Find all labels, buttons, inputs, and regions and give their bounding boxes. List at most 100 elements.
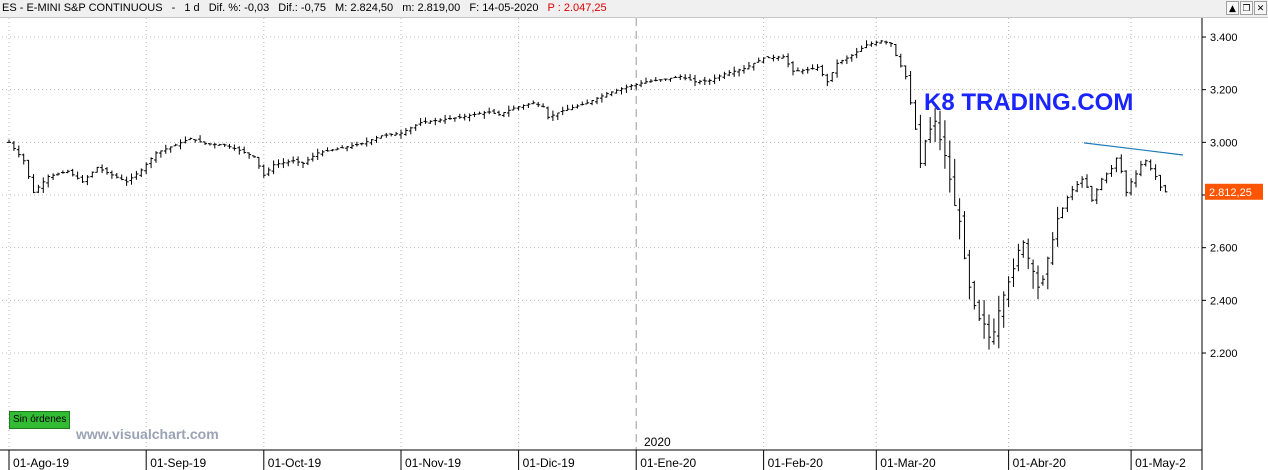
ohlc-bar bbox=[413, 124, 418, 131]
ohlc-bar bbox=[786, 53, 791, 68]
x-tick-label: 01-Oct-19 bbox=[268, 456, 322, 470]
ohlc-bar bbox=[913, 99, 918, 130]
ohlc-bar bbox=[139, 168, 144, 177]
ohlc-bar bbox=[158, 150, 163, 158]
ohlc-bar bbox=[585, 99, 590, 105]
ohlc-bar bbox=[51, 173, 56, 181]
ohlc-bar bbox=[933, 108, 938, 143]
scroll-up-button[interactable]: ▲ bbox=[1226, 1, 1239, 15]
ohlc-bar bbox=[1099, 177, 1104, 191]
ohlc-bar bbox=[276, 159, 281, 168]
price-chart[interactable]: 3.4003.2003.0002.8002.6002.4002.20001-Ag… bbox=[0, 18, 1268, 470]
trendline bbox=[1083, 142, 1184, 156]
price-label: P : 2.047,25 bbox=[547, 2, 607, 14]
y-tick-label: 2.200 bbox=[1210, 348, 1238, 360]
ohlc-bar bbox=[178, 139, 183, 150]
ohlc-bar bbox=[188, 137, 193, 141]
ohlc-bar bbox=[859, 45, 864, 52]
ohlc-bar bbox=[781, 54, 786, 59]
ohlc-bar bbox=[90, 171, 95, 178]
ohlc-bar bbox=[1138, 160, 1143, 177]
ohlc-bar bbox=[756, 57, 761, 63]
ohlc-bar bbox=[1158, 174, 1163, 192]
ohlc-bar bbox=[261, 164, 266, 178]
ohlc-bar bbox=[938, 110, 942, 151]
ohlc-bar bbox=[21, 153, 26, 165]
ohlc-bar bbox=[683, 74, 688, 81]
ohlc-bar bbox=[379, 135, 384, 139]
ohlc-bar bbox=[1109, 165, 1114, 177]
ohlc-bar bbox=[374, 135, 379, 143]
chart-background bbox=[0, 18, 1268, 470]
ohlc-bar bbox=[962, 211, 967, 260]
ohlc-bar bbox=[599, 93, 604, 103]
ohlc-bar bbox=[668, 77, 673, 82]
ohlc-bar bbox=[536, 101, 541, 107]
ohlc-bar bbox=[820, 64, 825, 77]
y-tick-label: 3.200 bbox=[1210, 85, 1238, 97]
ohlc-bar bbox=[614, 88, 619, 94]
close-button[interactable]: ✕ bbox=[1254, 1, 1267, 15]
ohlc-bar bbox=[795, 67, 800, 72]
ohlc-bar bbox=[918, 114, 923, 168]
ohlc-bar bbox=[521, 104, 526, 110]
ohlc-bar bbox=[737, 68, 742, 77]
ohlc-bar bbox=[1094, 188, 1099, 205]
y-tick-label: 2.400 bbox=[1210, 295, 1238, 307]
restore-button[interactable]: ❐ bbox=[1240, 1, 1253, 15]
ohlc-bar bbox=[972, 280, 977, 310]
timeframe-label: 1 d bbox=[184, 2, 200, 14]
ohlc-bar bbox=[457, 113, 462, 119]
ohlc-bar bbox=[570, 104, 575, 111]
ohlc-bar bbox=[908, 71, 913, 105]
ohlc-bar bbox=[639, 80, 644, 88]
ohlc-bar bbox=[237, 146, 242, 155]
ohlc-bar bbox=[722, 71, 727, 80]
ohlc-bar bbox=[693, 74, 697, 87]
ohlc-bar bbox=[335, 147, 340, 151]
x-tick-label: 01-Mar-20 bbox=[880, 456, 936, 470]
ohlc-bar bbox=[977, 299, 982, 321]
ohlc-bar bbox=[129, 173, 134, 185]
ohlc-bar bbox=[1153, 164, 1158, 181]
ohlc-bar bbox=[227, 143, 232, 149]
ohlc-bar bbox=[247, 152, 252, 159]
ohlc-bar bbox=[555, 112, 560, 121]
ohlc-bar bbox=[60, 170, 65, 174]
ohlc-bar bbox=[987, 314, 991, 350]
ohlc-bar bbox=[634, 83, 639, 90]
ohlc-bar bbox=[154, 151, 158, 163]
ohlc-bar bbox=[653, 77, 658, 82]
ohlc-bar bbox=[472, 111, 477, 118]
ohlc-bar bbox=[193, 139, 198, 143]
ohlc-bar bbox=[433, 117, 438, 126]
ohlc-bar bbox=[364, 137, 369, 147]
ohlc-bar bbox=[648, 79, 653, 83]
ohlc-bar bbox=[516, 106, 521, 111]
min-label: m: 2.819,00 bbox=[402, 2, 461, 14]
ohlc-bar bbox=[629, 84, 634, 91]
ohlc-bar bbox=[595, 97, 599, 105]
ohlc-bar bbox=[217, 143, 222, 146]
ohlc-bar bbox=[271, 160, 276, 175]
ohlc-bar bbox=[707, 78, 712, 85]
ohlc-bar bbox=[462, 113, 467, 121]
diff-pct-label: Dif. %: -0,03 bbox=[208, 2, 270, 14]
ohlc-bar bbox=[320, 150, 325, 157]
ohlc-bar bbox=[678, 74, 683, 80]
ohlc-bar bbox=[340, 145, 345, 149]
ohlc-bar bbox=[354, 141, 359, 147]
ohlc-bar bbox=[1143, 159, 1148, 167]
ohlc-bar bbox=[580, 101, 585, 106]
orders-badge[interactable]: Sin órdenes bbox=[9, 411, 71, 429]
ohlc-bar bbox=[85, 175, 90, 186]
ohlc-bar bbox=[864, 40, 869, 49]
ohlc-bar bbox=[742, 65, 746, 74]
ohlc-bar bbox=[1031, 259, 1036, 289]
ohlc-bar bbox=[75, 171, 80, 180]
x-tick-label: 01-Feb-20 bbox=[768, 456, 824, 470]
ohlc-bar bbox=[222, 143, 227, 147]
ohlc-bar bbox=[609, 91, 614, 97]
ohlc-bar bbox=[1036, 265, 1040, 300]
ohlc-bar bbox=[624, 84, 629, 94]
